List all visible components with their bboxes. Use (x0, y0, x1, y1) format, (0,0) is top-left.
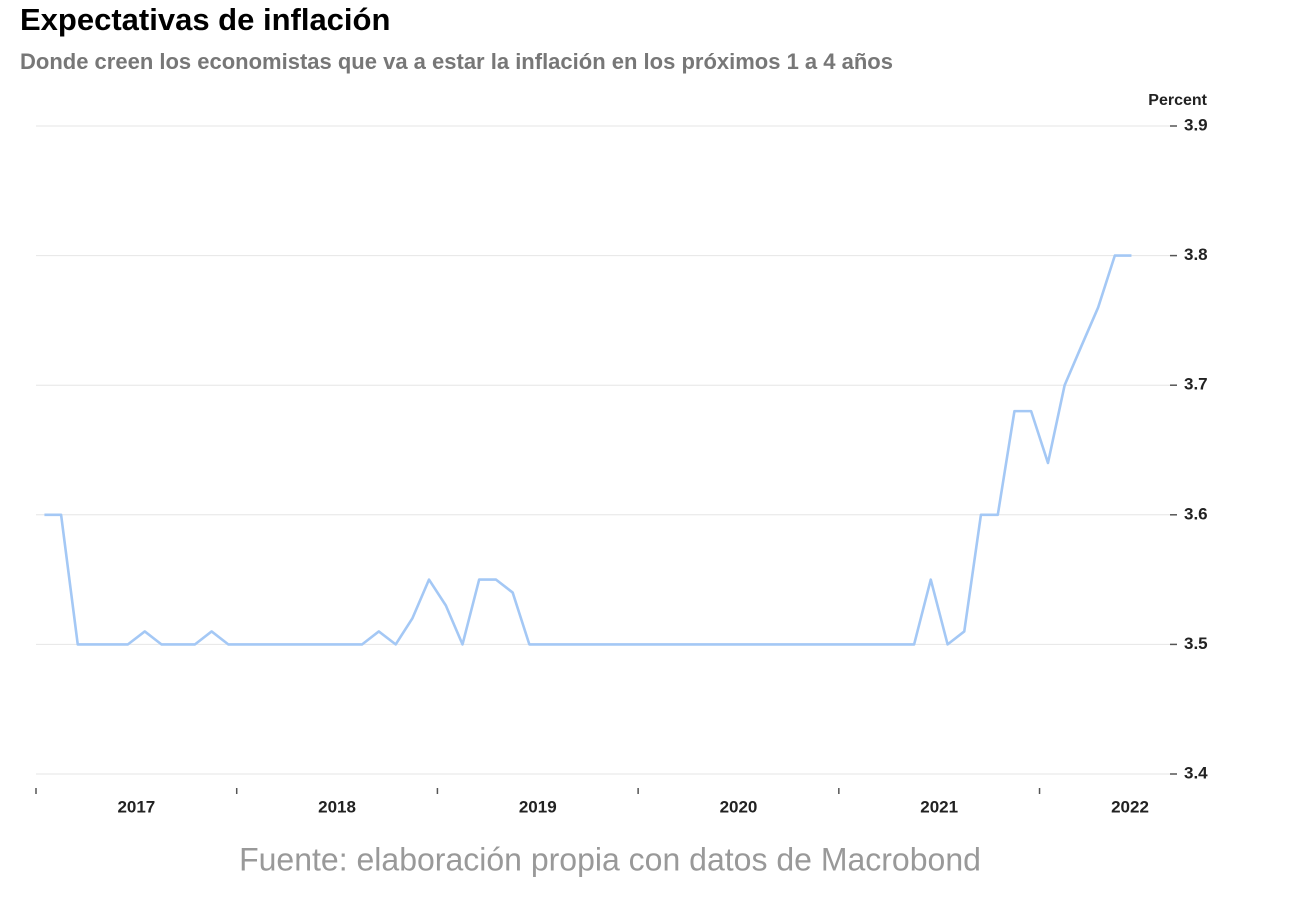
y-tick-label: 3.9 (1184, 115, 1208, 134)
y-tick-label: 3.6 (1184, 504, 1208, 523)
chart-title: Expectativas de inflación (20, 2, 390, 37)
data-line (44, 254, 1132, 646)
x-tick-label: 2018 (318, 797, 356, 816)
y-tick-label: 3.8 (1184, 245, 1208, 264)
x-tick-label: 2017 (117, 797, 155, 816)
x-tick-label: 2021 (920, 797, 958, 816)
y-tick-label: 3.4 (1184, 763, 1208, 782)
chart-subtitle: Donde creen los economistas que va a est… (20, 49, 893, 74)
y-tick-label: 3.7 (1184, 375, 1208, 394)
source-note: Fuente: elaboración propia con datos de … (239, 841, 981, 877)
y-tick-label: 3.5 (1184, 634, 1208, 653)
x-tick-label: 2019 (519, 797, 557, 816)
x-tick-label: 2022 (1111, 797, 1149, 816)
x-tick-label: 2020 (720, 797, 758, 816)
y-axis-label: Percent (1148, 92, 1207, 109)
